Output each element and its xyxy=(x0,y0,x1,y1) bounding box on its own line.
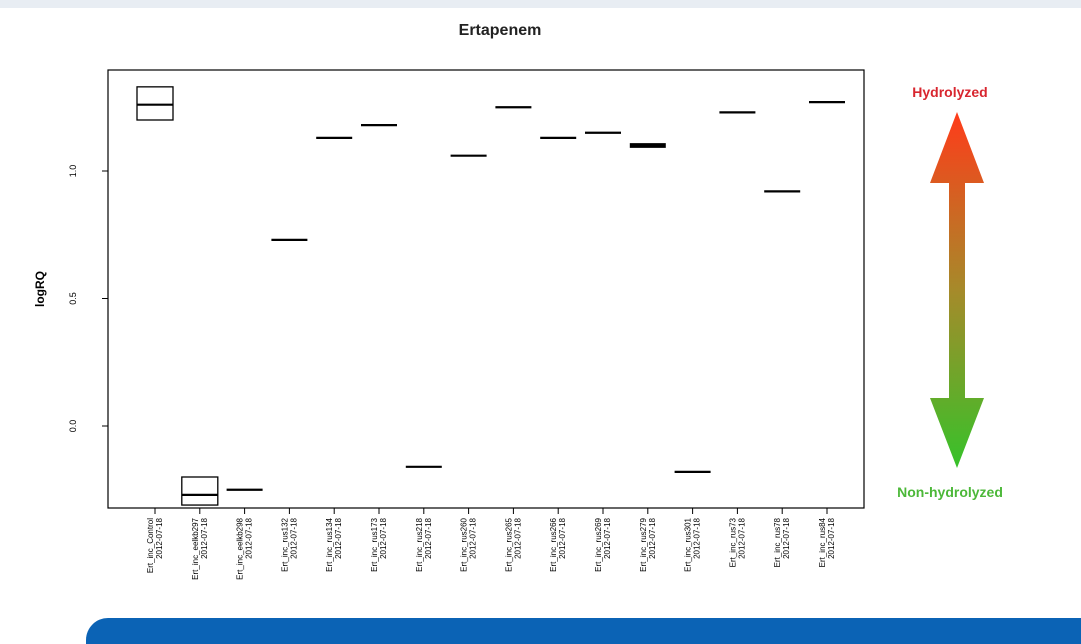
x-tick-label-name: Ert_inc_rus279 xyxy=(639,517,648,571)
hydrolyzed-label: Hydrolyzed xyxy=(912,84,988,100)
x-tick-label-date: 2012-07-18 xyxy=(558,517,567,558)
x-tick-label-name: Ert_inc_rus134 xyxy=(325,517,334,571)
x-tick-label-date: 2012-07-18 xyxy=(379,517,388,558)
x-tick-label-name: Ert_inc_rus260 xyxy=(460,517,469,571)
x-tick-label: Ert_inc_rus265 2012-07-18 xyxy=(504,517,522,571)
x-tick-label-date: 2012-07-18 xyxy=(469,517,478,558)
footer-band xyxy=(86,618,1081,644)
x-tick-label-name: Ert_inc_rus78 xyxy=(773,517,782,567)
top-band xyxy=(0,0,1081,8)
x-tick-label: Ert_inc_rus173 2012-07-18 xyxy=(370,517,388,571)
x-tick-label-date: 2012-07-18 xyxy=(603,517,612,558)
x-tick-label-name: Ert_inc_rus132 xyxy=(280,517,289,571)
x-tick-label: Ert_inc_rus84 2012-07-18 xyxy=(818,517,836,567)
double-headed-arrow-icon xyxy=(930,112,984,468)
x-tick-label-name: Ert_inc_rus73 xyxy=(728,517,737,567)
x-tick-label-name: Ert_inc_Control xyxy=(146,518,155,573)
x-tick-label-name: Ert_inc_eelkb298 xyxy=(236,517,245,579)
x-tick-label-name: Ert_inc_rus173 xyxy=(370,517,379,571)
x-tick-label-name: Ert_inc_rus265 xyxy=(504,517,513,571)
x-tick-label: Ert_inc_rus260 2012-07-18 xyxy=(460,517,478,571)
non-hydrolyzed-label: Non-hydrolyzed xyxy=(897,484,1003,500)
x-tick-label-name: Ert_inc_rus301 xyxy=(684,517,693,571)
x-tick-label: Ert_inc_rus301 2012-07-18 xyxy=(684,517,702,571)
x-tick-label-date: 2012-07-18 xyxy=(827,517,836,558)
x-tick-label: Ert_inc_Control 2012-07-18 xyxy=(146,517,164,573)
x-tick-label: Ert_inc_rus218 2012-07-18 xyxy=(415,517,433,571)
x-tick-label-date: 2012-07-18 xyxy=(648,517,657,558)
x-tick-label-name: Ert_inc_rus218 xyxy=(415,517,424,571)
x-tick-label: Ert_inc_rus73 2012-07-18 xyxy=(728,517,746,567)
y-tick-label: 0.0 xyxy=(68,420,78,433)
x-tick-label: Ert_inc_rus132 2012-07-18 xyxy=(280,517,298,571)
x-tick-label-date: 2012-07-18 xyxy=(334,517,343,558)
y-ticks: 0.0 0.5 1.0 xyxy=(68,165,108,433)
x-tick-labels: Ert_inc_Control 2012-07-18 Ert_inc_eelkb29… xyxy=(146,508,836,580)
y-tick-label: 0.5 xyxy=(68,292,78,305)
x-tick-label-date: 2012-07-18 xyxy=(200,517,209,558)
x-tick-label: Ert_inc_eelkb297 2012-07-18 xyxy=(191,517,209,579)
x-tick-label-date: 2012-07-18 xyxy=(513,517,522,558)
x-tick-label-date: 2012-07-18 xyxy=(245,517,254,558)
x-tick-label: Ert_inc_rus266 2012-07-18 xyxy=(549,517,567,571)
x-tick-label-date: 2012-07-18 xyxy=(289,517,298,558)
box xyxy=(181,476,219,506)
box xyxy=(136,86,174,121)
x-tick-label: Ert_inc_rus134 2012-07-18 xyxy=(325,517,343,571)
x-tick-label: Ert_inc_rus78 2012-07-18 xyxy=(773,517,791,567)
y-tick-label: 1.0 xyxy=(68,165,78,178)
x-tick-label: Ert_inc_rus269 2012-07-18 xyxy=(594,517,612,571)
chart-title: Ertapenem xyxy=(458,22,542,39)
x-tick-label-date: 2012-07-18 xyxy=(782,517,791,558)
y-axis-label: logRQ xyxy=(33,271,47,307)
x-tick-label-name: Ert_inc_eelkb297 xyxy=(191,517,200,579)
boxes xyxy=(136,86,845,506)
x-tick-label-name: Ert_inc_rus84 xyxy=(818,517,827,567)
x-tick-label-date: 2012-07-18 xyxy=(693,517,702,558)
x-tick-label: Ert_inc_eelkb298 2012-07-18 xyxy=(236,517,254,579)
plot-frame xyxy=(107,69,865,509)
x-tick-label: Ert_inc_rus279 2012-07-18 xyxy=(639,517,657,571)
x-tick-label-name: Ert_inc_rus269 xyxy=(594,517,603,571)
x-tick-label-name: Ert_inc_rus266 xyxy=(549,517,558,571)
x-tick-label-date: 2012-07-18 xyxy=(737,517,746,558)
x-tick-label-date: 2012-07-18 xyxy=(424,517,433,558)
x-tick-label-date: 2012-07-18 xyxy=(155,517,164,558)
